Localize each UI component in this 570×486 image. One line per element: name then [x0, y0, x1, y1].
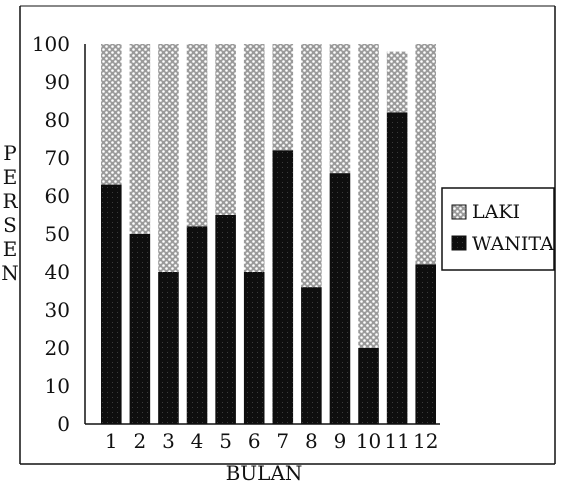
- bar-wanita-4: [186, 226, 208, 424]
- bar-wanita-7: [272, 150, 294, 424]
- y-axis-label-letter: E: [3, 237, 18, 261]
- y-tick-label: 60: [45, 184, 70, 208]
- x-tick-label: 7: [276, 429, 289, 453]
- legend-label-laki: LAKI: [472, 201, 520, 223]
- x-tick-label: 5: [219, 429, 232, 453]
- bar-wanita-9: [329, 173, 351, 424]
- x-tick-label: 10: [356, 429, 381, 453]
- bar-laki-11: [386, 51, 408, 113]
- y-axis-label-letter: N: [1, 261, 19, 285]
- bar-laki-1: [101, 44, 122, 185]
- x-tick-label: 6: [248, 429, 261, 453]
- x-tick-label: 12: [413, 429, 438, 453]
- bar-wanita-8: [301, 287, 322, 424]
- x-tick-label: 9: [334, 429, 347, 453]
- bar-wanita-10: [358, 348, 379, 424]
- x-axis-label: BULAN: [226, 461, 303, 485]
- bar-laki-9: [329, 44, 351, 174]
- y-tick-label: 20: [45, 336, 70, 360]
- bar-laki-6: [243, 44, 265, 272]
- y-tick-label: 70: [45, 146, 70, 170]
- bar-wanita-6: [243, 272, 265, 424]
- bar-laki-10: [358, 44, 379, 348]
- y-tick-label: 30: [45, 298, 70, 322]
- y-tick-label: 50: [45, 222, 70, 246]
- x-tick-label: 1: [105, 429, 118, 453]
- bar-laki-2: [129, 44, 151, 234]
- legend-swatch-laki: [451, 204, 467, 220]
- bar-laki-4: [186, 44, 208, 227]
- bar-wanita-12: [415, 264, 436, 424]
- bar-wanita-11: [386, 112, 408, 425]
- x-tick-labels: 1 2 3 4 5 6 7 8 9 10 11 12: [105, 429, 439, 453]
- y-tick-label: 40: [45, 260, 70, 284]
- legend-label-wanita: WANITA: [472, 233, 554, 255]
- y-axis-label-letter: R: [2, 189, 18, 213]
- legend: LAKI WANITA: [441, 187, 555, 271]
- x-tick-label: 4: [191, 429, 204, 453]
- bar-laki-12: [415, 44, 436, 265]
- y-tick-label: 0: [57, 412, 70, 436]
- y-axis-label-letter: E: [3, 165, 18, 189]
- x-tick-label: 2: [134, 429, 147, 453]
- bar-laki-3: [158, 44, 179, 272]
- bars: [101, 44, 436, 425]
- y-tick-labels: 0 10 20 30 40 50 60 70 80 90 100: [32, 32, 70, 436]
- x-tick-label: 3: [162, 429, 175, 453]
- bar-wanita-1: [101, 184, 122, 424]
- bar-wanita-3: [158, 272, 179, 424]
- legend-box: [441, 187, 555, 271]
- x-tick-label: 8: [305, 429, 318, 453]
- y-axis-label-letter: P: [3, 141, 16, 165]
- y-tick-label: 80: [45, 108, 70, 132]
- bar-laki-7: [272, 44, 294, 151]
- y-tick-label: 100: [32, 32, 70, 56]
- legend-swatch-wanita: [451, 235, 467, 251]
- x-tick-label: 11: [384, 429, 409, 453]
- bar-wanita-2: [129, 234, 151, 424]
- y-tick-label: 10: [45, 374, 70, 398]
- bar-laki-8: [301, 44, 322, 288]
- bar-wanita-5: [215, 215, 236, 424]
- y-axis-label-letter: S: [3, 213, 17, 237]
- y-tick-label: 90: [45, 70, 70, 94]
- bar-laki-5: [215, 44, 236, 215]
